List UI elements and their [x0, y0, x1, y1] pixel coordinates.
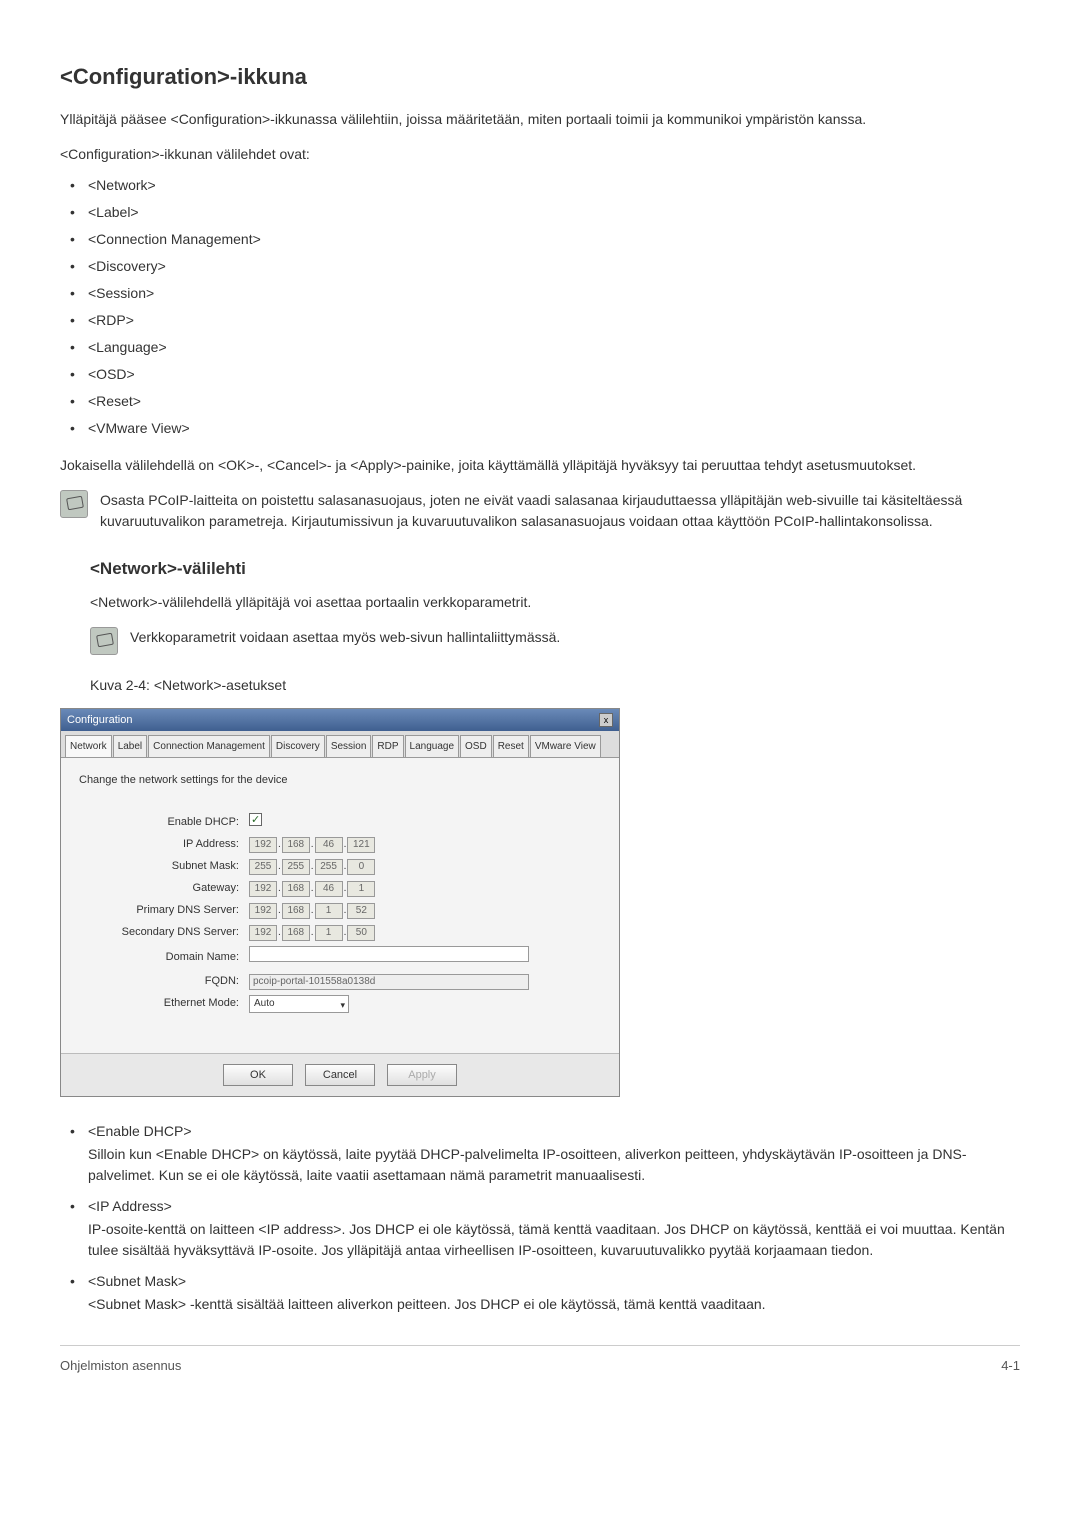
primary-dns-field[interactable]: 192.168.1.52 — [249, 902, 601, 919]
ethernet-mode-label: Ethernet Mode: — [79, 995, 249, 1012]
list-item: <VMware View> — [60, 418, 1020, 439]
ip-octet[interactable]: 192 — [249, 837, 277, 853]
tab-reset[interactable]: Reset — [493, 735, 529, 757]
list-item: <IP Address> IP-osoite-kenttä on laittee… — [60, 1196, 1020, 1261]
ip-octet[interactable]: 121 — [347, 837, 375, 853]
ip-octet[interactable]: 1 — [315, 903, 343, 919]
enable-dhcp-checkbox[interactable] — [249, 813, 262, 826]
ip-octet[interactable]: 255 — [315, 859, 343, 875]
network-tab-intro: <Network>-välilehdellä ylläpitäjä voi as… — [90, 592, 1020, 613]
list-item: <Discovery> — [60, 256, 1020, 277]
cancel-button[interactable]: Cancel — [305, 1064, 375, 1087]
window-footer: OK Cancel Apply — [61, 1053, 619, 1097]
list-item: <RDP> — [60, 310, 1020, 331]
enable-dhcp-label: Enable DHCP: — [79, 814, 249, 831]
ip-octet[interactable]: 168 — [282, 837, 310, 853]
ip-octet[interactable]: 168 — [282, 925, 310, 941]
list-item: <OSD> — [60, 364, 1020, 385]
ip-octet[interactable]: 192 — [249, 881, 277, 897]
detail-body: Silloin kun <Enable DHCP> on käytössä, l… — [88, 1144, 1020, 1186]
note-block: Osasta PCoIP-laitteita on poistettu sala… — [60, 490, 1020, 532]
field-descriptions: <Enable DHCP> Silloin kun <Enable DHCP> … — [60, 1121, 1020, 1315]
list-item: <Connection Management> — [60, 229, 1020, 250]
figure-caption: Kuva 2-4: <Network>-asetukset — [90, 675, 1020, 696]
close-icon[interactable]: x — [599, 713, 613, 727]
secondary-dns-field[interactable]: 192.168.1.50 — [249, 924, 601, 941]
secondary-dns-label: Secondary DNS Server: — [79, 924, 249, 941]
ip-address-label: IP Address: — [79, 836, 249, 853]
page-footer: Ohjelmiston asennus 4-1 — [60, 1345, 1020, 1376]
note-text: Osasta PCoIP-laitteita on poistettu sala… — [100, 490, 1020, 532]
intro-paragraph: Ylläpitäjä pääsee <Configuration>-ikkuna… — [60, 109, 1020, 130]
ip-octet[interactable]: 168 — [282, 903, 310, 919]
window-title: Configuration — [67, 712, 132, 729]
list-item: <Subnet Mask> <Subnet Mask> -kenttä sisä… — [60, 1271, 1020, 1315]
gateway-field[interactable]: 192.168.46.1 — [249, 880, 601, 897]
ip-octet[interactable]: 168 — [282, 881, 310, 897]
detail-title: <Enable DHCP> — [88, 1121, 1020, 1142]
footer-right: 4-1 — [1001, 1356, 1020, 1376]
ip-octet[interactable]: 1 — [315, 925, 343, 941]
ip-octet[interactable]: 255 — [249, 859, 277, 875]
tab-list-intro: <Configuration>-ikkunan välilehdet ovat: — [60, 144, 1020, 165]
tab-name-list: <Network> <Label> <Connection Management… — [60, 175, 1020, 439]
domain-name-label: Domain Name: — [79, 949, 249, 966]
ip-octet[interactable]: 52 — [347, 903, 375, 919]
tab-connection-management[interactable]: Connection Management — [148, 735, 270, 757]
ip-address-field[interactable]: 192.168.46.121 — [249, 836, 601, 853]
tab-discovery[interactable]: Discovery — [271, 735, 325, 757]
note-icon — [90, 627, 118, 655]
ethernet-mode-select[interactable]: Auto — [249, 995, 349, 1013]
tab-session[interactable]: Session — [326, 735, 372, 757]
note-icon — [60, 490, 88, 518]
buttons-paragraph: Jokaisella välilehdellä on <OK>-, <Cance… — [60, 455, 1020, 476]
ip-octet[interactable]: 192 — [249, 925, 277, 941]
primary-dns-label: Primary DNS Server: — [79, 902, 249, 919]
domain-name-input[interactable] — [249, 946, 529, 962]
window-description: Change the network settings for the devi… — [79, 772, 601, 789]
subnet-mask-field[interactable]: 255.255.255.0 — [249, 858, 601, 875]
window-tabs: Network Label Connection Management Disc… — [61, 731, 619, 758]
list-item: <Network> — [60, 175, 1020, 196]
list-item: <Enable DHCP> Silloin kun <Enable DHCP> … — [60, 1121, 1020, 1186]
ip-octet[interactable]: 255 — [282, 859, 310, 875]
note-text: Verkkoparametrit voidaan asettaa myös we… — [130, 627, 1020, 648]
list-item: <Label> — [60, 202, 1020, 223]
tab-language[interactable]: Language — [405, 735, 460, 757]
footer-left: Ohjelmiston asennus — [60, 1356, 181, 1376]
network-tab-heading: <Network>-välilehti — [90, 556, 1020, 582]
ip-octet[interactable]: 50 — [347, 925, 375, 941]
tab-label[interactable]: Label — [113, 735, 147, 757]
detail-body: <Subnet Mask> -kenttä sisältää laitteen … — [88, 1294, 1020, 1315]
detail-body: IP-osoite-kenttä on laitteen <IP address… — [88, 1219, 1020, 1261]
ip-octet[interactable]: 46 — [315, 837, 343, 853]
ip-octet[interactable]: 1 — [347, 881, 375, 897]
configuration-window: Configuration x Network Label Connection… — [60, 708, 620, 1098]
tab-network[interactable]: Network — [65, 735, 112, 757]
fqdn-value: pcoip-portal-101558a0138d — [249, 974, 529, 990]
ok-button[interactable]: OK — [223, 1064, 293, 1087]
detail-title: <Subnet Mask> — [88, 1271, 1020, 1292]
tab-vmware-view[interactable]: VMware View — [530, 735, 601, 757]
window-body: Change the network settings for the devi… — [61, 758, 619, 1053]
ip-octet[interactable]: 0 — [347, 859, 375, 875]
list-item: <Session> — [60, 283, 1020, 304]
note-block: Verkkoparametrit voidaan asettaa myös we… — [90, 627, 1020, 655]
list-item: <Language> — [60, 337, 1020, 358]
ip-octet[interactable]: 192 — [249, 903, 277, 919]
tab-osd[interactable]: OSD — [460, 735, 492, 757]
subnet-mask-label: Subnet Mask: — [79, 858, 249, 875]
fqdn-label: FQDN: — [79, 973, 249, 990]
page-title: <Configuration>-ikkuna — [60, 60, 1020, 93]
list-item: <Reset> — [60, 391, 1020, 412]
gateway-label: Gateway: — [79, 880, 249, 897]
apply-button[interactable]: Apply — [387, 1064, 457, 1087]
detail-title: <IP Address> — [88, 1196, 1020, 1217]
window-titlebar: Configuration x — [61, 709, 619, 732]
tab-rdp[interactable]: RDP — [372, 735, 403, 757]
ip-octet[interactable]: 46 — [315, 881, 343, 897]
